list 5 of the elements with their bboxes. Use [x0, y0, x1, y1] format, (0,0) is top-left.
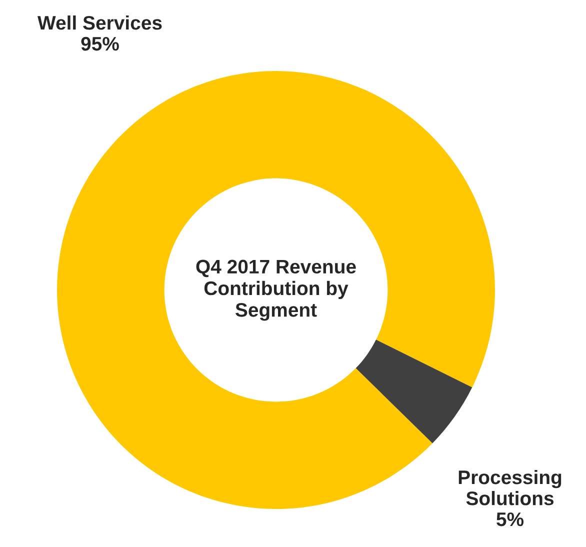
- data-label: 95%: [81, 36, 119, 51]
- text: Q4 2017 Revenue Contribution by Segment: [196, 260, 356, 321]
- slice-label: Well Services: [38, 15, 162, 30]
- slice-label: Processing Solutions: [458, 470, 562, 506]
- data-label: 5%: [496, 512, 524, 526]
